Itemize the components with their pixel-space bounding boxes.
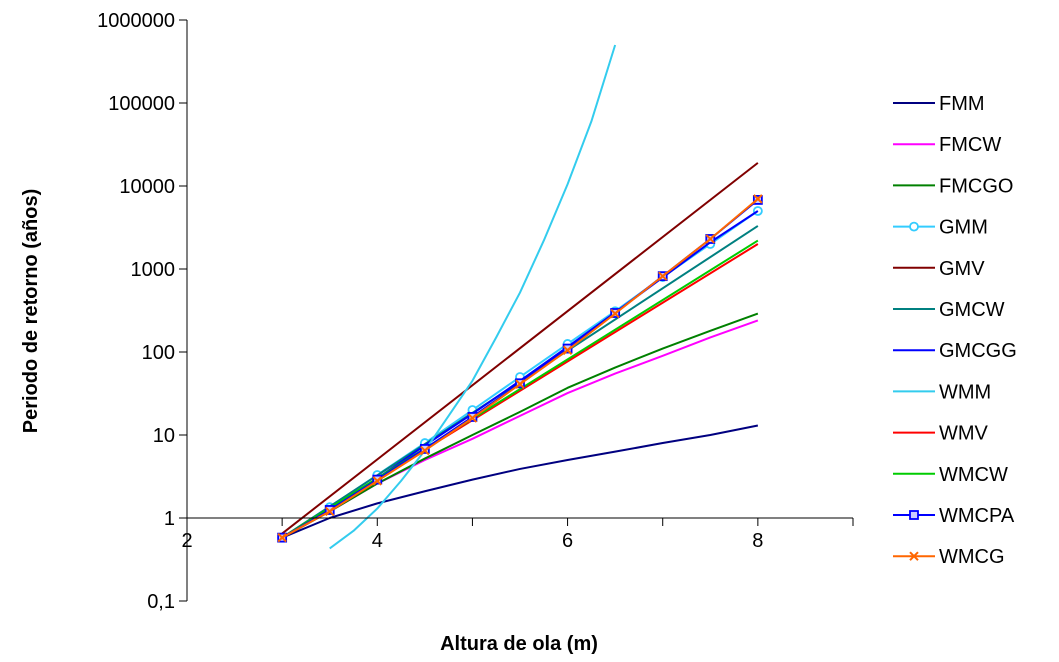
- legend-label: FMCW: [939, 134, 1001, 156]
- legend-label: GMCW: [939, 299, 1005, 321]
- data-point-wmcg: [467, 413, 478, 423]
- legend-item-gmcw: GMCW: [893, 299, 1005, 321]
- legend-label: WMCPA: [939, 505, 1015, 527]
- legend-label: WMCW: [939, 464, 1008, 486]
- legend-item-fmcgo: FMCGO: [893, 175, 1013, 197]
- legend-label: WMV: [939, 423, 989, 445]
- y-tick-label: 10000: [119, 176, 175, 198]
- legend-label: WMM: [939, 381, 991, 403]
- legend-label: FMCGO: [939, 175, 1013, 197]
- data-point-wmcg: [515, 379, 525, 389]
- data-point-wmcg: [277, 532, 287, 543]
- legend-item-wmcw: WMCW: [893, 464, 1008, 486]
- axes: [179, 19, 854, 602]
- legend-label: GMV: [939, 258, 985, 280]
- legend-item-gmcgg: GMCGG: [893, 340, 1017, 362]
- y-tick-label: 100000: [108, 93, 175, 115]
- data-point-wmcg: [658, 271, 668, 281]
- legend-label: FMM: [939, 93, 985, 115]
- legend-item-wmm: WMM: [893, 381, 991, 403]
- data-point-wmcg: [705, 234, 715, 244]
- x-tick-label: 8: [752, 530, 763, 552]
- legend-item-fmm: FMM: [893, 93, 985, 115]
- y-tick-label: 1000000: [97, 10, 175, 32]
- legend-item-wmcg: WMCG: [893, 546, 1005, 568]
- legend-label: GMM: [939, 217, 988, 239]
- series-line-wmcg: [281, 198, 759, 539]
- series-fmcw: [281, 319, 759, 539]
- x-tick-label: 4: [372, 530, 383, 552]
- legend-label: WMCG: [939, 546, 1005, 568]
- series-fmm: [281, 424, 759, 539]
- data-point-wmcg: [372, 476, 382, 486]
- y-tick-label: 10: [153, 425, 175, 447]
- series-line-fmcw: [281, 319, 759, 539]
- legend-item-fmcw: FMCW: [893, 134, 1001, 156]
- legend-item-gmv: GMV: [893, 258, 985, 280]
- legend-item-wmcpa: WMCPA: [893, 505, 1015, 527]
- data-point-wmcg: [753, 194, 763, 204]
- x-axis-title: Altura de ola (m): [440, 633, 598, 655]
- x-tick-label: 2: [181, 530, 192, 552]
- y-tick-label: 100: [142, 342, 175, 364]
- series-gmv: [281, 162, 759, 535]
- series-wmcw: [281, 239, 759, 539]
- series-wmcg: [277, 194, 763, 543]
- series-fmcgo: [281, 312, 759, 539]
- data-point-wmcg: [610, 308, 620, 319]
- data-point-wmcg: [420, 445, 430, 456]
- x-tick-label: 6: [562, 530, 573, 552]
- series-wmm: [329, 44, 617, 550]
- data-point-wmcpa: [562, 343, 573, 354]
- y-axis-title: Periodo de retorno (años): [20, 189, 42, 433]
- series-line-wmcpa: [281, 199, 759, 539]
- plot-lines: [277, 44, 763, 550]
- series-wmcpa: [277, 195, 763, 543]
- series-line-wmm: [329, 44, 617, 550]
- tick-labels: 0,1 1 10 100 1000 10000 100000 1000000 2 4 6 8: [97, 10, 763, 613]
- y-tick-label: 0,1: [147, 591, 175, 613]
- legend-item-wmv: WMV: [893, 423, 989, 445]
- data-point-wmcg: [562, 345, 573, 355]
- series-line-wmcw: [281, 239, 759, 539]
- legend-marker: [909, 551, 919, 561]
- series-line-fmm: [281, 424, 759, 539]
- legend-marker: [909, 221, 919, 232]
- y-tick-label: 1000: [131, 259, 176, 281]
- legend: FMM FMCW FMCGO GMM GMV GMCW GMCGG WMM WMV WMCW WMC…: [893, 93, 1017, 568]
- legend-marker: [909, 510, 919, 520]
- y-tick-label: 1: [164, 508, 175, 530]
- legend-label: GMCGG: [939, 340, 1017, 362]
- legend-item-gmm: GMM: [893, 217, 988, 239]
- series-line-fmcgo: [281, 312, 759, 539]
- series-line-gmv: [281, 162, 759, 535]
- data-point-wmcg: [325, 506, 335, 517]
